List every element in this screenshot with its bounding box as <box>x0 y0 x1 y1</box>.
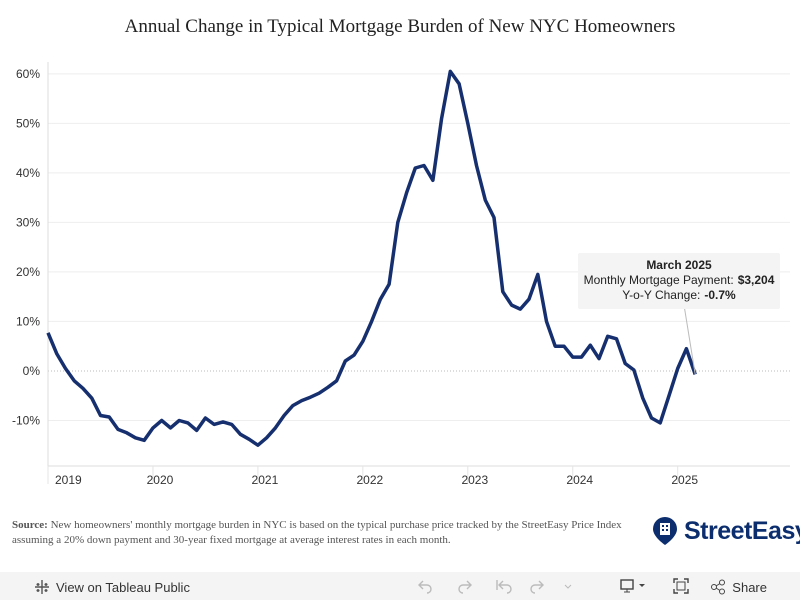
chart-title: Annual Change in Typical Mortgage Burden… <box>125 16 676 37</box>
source-label: Source: <box>12 519 48 531</box>
x-tick-label: 2019 <box>55 473 82 487</box>
x-tick-label: 2020 <box>147 473 174 487</box>
tooltip-title: March 2025 <box>646 258 712 272</box>
view-text: View on Tableau Public <box>56 579 190 595</box>
logo-icon <box>653 517 677 545</box>
source-text: New homeowners' monthly mortgage burden … <box>12 519 622 546</box>
share-button[interactable]: Share <box>710 579 767 595</box>
share-text: Share <box>732 579 767 595</box>
y-tick-label: 60% <box>16 67 40 81</box>
y-tick-label: 50% <box>16 116 40 130</box>
y-tick-label: 30% <box>16 215 40 229</box>
share-icon <box>711 579 726 595</box>
x-tick-label: 2024 <box>566 473 593 487</box>
tooltip-value: $3,204 <box>737 273 775 287</box>
view-link[interactable]: View on Tableau Public <box>34 579 190 595</box>
tableau-icon <box>35 580 49 594</box>
toolbar-icons <box>418 579 645 594</box>
tooltip-value: -0.7% <box>704 288 736 302</box>
x-tick-label: 2021 <box>252 473 279 487</box>
x-tick-label: 2025 <box>671 473 698 487</box>
x-tick-label: 2022 <box>356 473 383 487</box>
logo: StreetEasy <box>652 516 800 546</box>
y-tick-label: 10% <box>16 314 40 328</box>
x-tick-label: 2023 <box>461 473 488 487</box>
source-note: Source: New homeowners' monthly mortgage… <box>12 518 642 548</box>
tooltip: March 2025 Monthly Mortgage Payment: $3,2… <box>578 253 780 309</box>
series-line <box>46 69 697 447</box>
y-tick-label: 40% <box>16 166 40 180</box>
chart: Annual Change in Typical Mortgage Burden… <box>12 16 790 487</box>
toolbar: View on Tableau Public Share <box>0 572 800 600</box>
y-tick-label: 0% <box>23 364 41 378</box>
y-tick-label: -10% <box>12 413 40 427</box>
tooltip-label: Y-o-Y Change: <box>622 288 701 302</box>
tooltip-label: Monthly Mortgage Payment: <box>583 273 734 287</box>
tooltip-pointer <box>683 304 696 375</box>
brand-name: StreetEasy <box>684 516 800 545</box>
fullscreen-icon[interactable] <box>672 577 690 595</box>
y-tick-label: 20% <box>16 265 40 279</box>
